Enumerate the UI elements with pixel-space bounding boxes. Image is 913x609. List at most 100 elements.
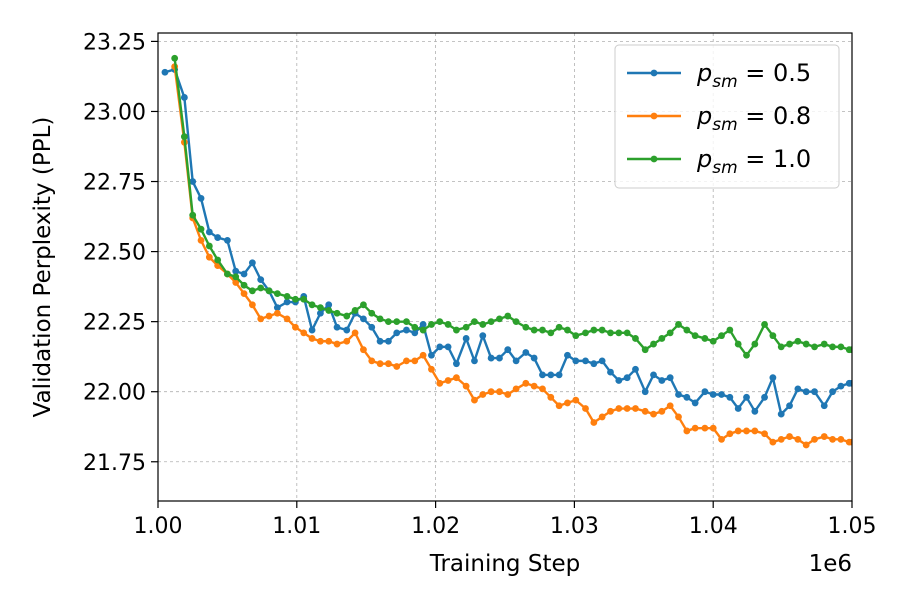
y-tick-label: 22.50 xyxy=(83,241,146,266)
y-axis-title: Validation Perplexity (PPL) xyxy=(30,117,56,418)
x-tick-label: 1.03 xyxy=(550,514,599,539)
data-point xyxy=(325,301,333,309)
data-point xyxy=(794,385,802,393)
data-point xyxy=(650,371,657,379)
data-point xyxy=(522,323,530,331)
data-point xyxy=(555,323,563,331)
data-point xyxy=(564,351,571,359)
data-point xyxy=(325,337,333,345)
data-point xyxy=(734,405,742,412)
data-point xyxy=(564,326,571,334)
data-point xyxy=(751,340,759,348)
data-point xyxy=(360,301,367,309)
legend-marker xyxy=(650,69,658,77)
data-point xyxy=(333,340,341,348)
data-point xyxy=(598,357,606,365)
series-2 xyxy=(171,54,852,359)
x-axis-title: Training Step xyxy=(429,551,580,577)
data-point xyxy=(504,312,512,320)
data-point xyxy=(666,374,674,382)
data-point xyxy=(607,407,614,415)
data-point xyxy=(385,318,392,326)
data-point xyxy=(607,368,614,376)
data-point xyxy=(436,343,444,351)
data-point xyxy=(718,332,725,340)
legend-label: psm = 1.0 xyxy=(696,145,811,178)
data-point xyxy=(265,312,273,320)
data-point xyxy=(701,335,709,342)
data-point xyxy=(564,399,571,407)
data-point xyxy=(224,270,231,278)
data-point xyxy=(848,346,852,354)
data-point xyxy=(829,343,836,351)
data-point xyxy=(308,335,316,342)
data-point xyxy=(428,351,435,359)
data-point xyxy=(205,253,213,261)
data-point xyxy=(300,295,308,303)
data-point xyxy=(368,357,376,365)
data-point xyxy=(512,318,520,326)
data-point xyxy=(786,402,793,410)
data-point xyxy=(224,236,231,244)
data-point xyxy=(683,427,691,435)
data-point xyxy=(512,385,520,393)
data-point xyxy=(496,315,503,323)
data-point xyxy=(257,284,265,292)
series-layer xyxy=(161,54,852,449)
data-point xyxy=(240,290,248,298)
x-tick-label: 1.02 xyxy=(411,514,460,539)
data-point xyxy=(504,346,512,354)
data-point xyxy=(487,318,495,326)
data-point xyxy=(777,410,785,418)
data-point xyxy=(171,54,179,62)
data-point xyxy=(820,433,828,440)
data-point xyxy=(769,332,777,340)
legend-label-base: p xyxy=(696,145,712,173)
data-point xyxy=(343,337,351,345)
data-point xyxy=(522,349,530,356)
data-point xyxy=(283,315,291,323)
data-point xyxy=(641,388,649,396)
data-point xyxy=(316,337,324,345)
y-tick-label: 23.00 xyxy=(83,100,146,125)
data-point xyxy=(829,435,836,443)
data-point xyxy=(837,343,845,351)
data-point xyxy=(590,326,598,334)
data-point xyxy=(180,133,188,141)
data-point xyxy=(283,298,291,306)
data-point xyxy=(351,307,359,314)
data-point xyxy=(419,326,427,334)
data-point xyxy=(368,309,376,317)
data-point xyxy=(368,323,376,331)
data-point xyxy=(726,393,734,401)
data-point xyxy=(572,396,580,404)
data-point xyxy=(240,270,248,278)
data-point xyxy=(453,360,460,368)
data-point xyxy=(590,360,598,368)
data-point xyxy=(205,228,213,236)
data-point xyxy=(623,374,631,382)
y-tick-label: 23.25 xyxy=(83,30,146,55)
data-point xyxy=(273,304,281,312)
data-point xyxy=(539,385,546,393)
data-point xyxy=(802,388,810,396)
data-point xyxy=(709,424,717,432)
data-point xyxy=(325,307,333,314)
data-point xyxy=(743,427,750,435)
data-point xyxy=(701,388,709,396)
data-point xyxy=(582,329,589,337)
plot-area-frame xyxy=(157,32,853,502)
data-point xyxy=(786,433,793,440)
data-point xyxy=(811,388,818,396)
data-point xyxy=(479,332,487,340)
data-point xyxy=(726,430,734,438)
data-point xyxy=(658,377,666,384)
data-point xyxy=(658,407,666,415)
data-point xyxy=(650,340,657,348)
data-point xyxy=(632,405,639,412)
data-point xyxy=(530,354,538,362)
data-point xyxy=(308,301,316,309)
data-point xyxy=(848,379,852,387)
data-point xyxy=(683,393,691,401)
data-point xyxy=(351,329,359,337)
